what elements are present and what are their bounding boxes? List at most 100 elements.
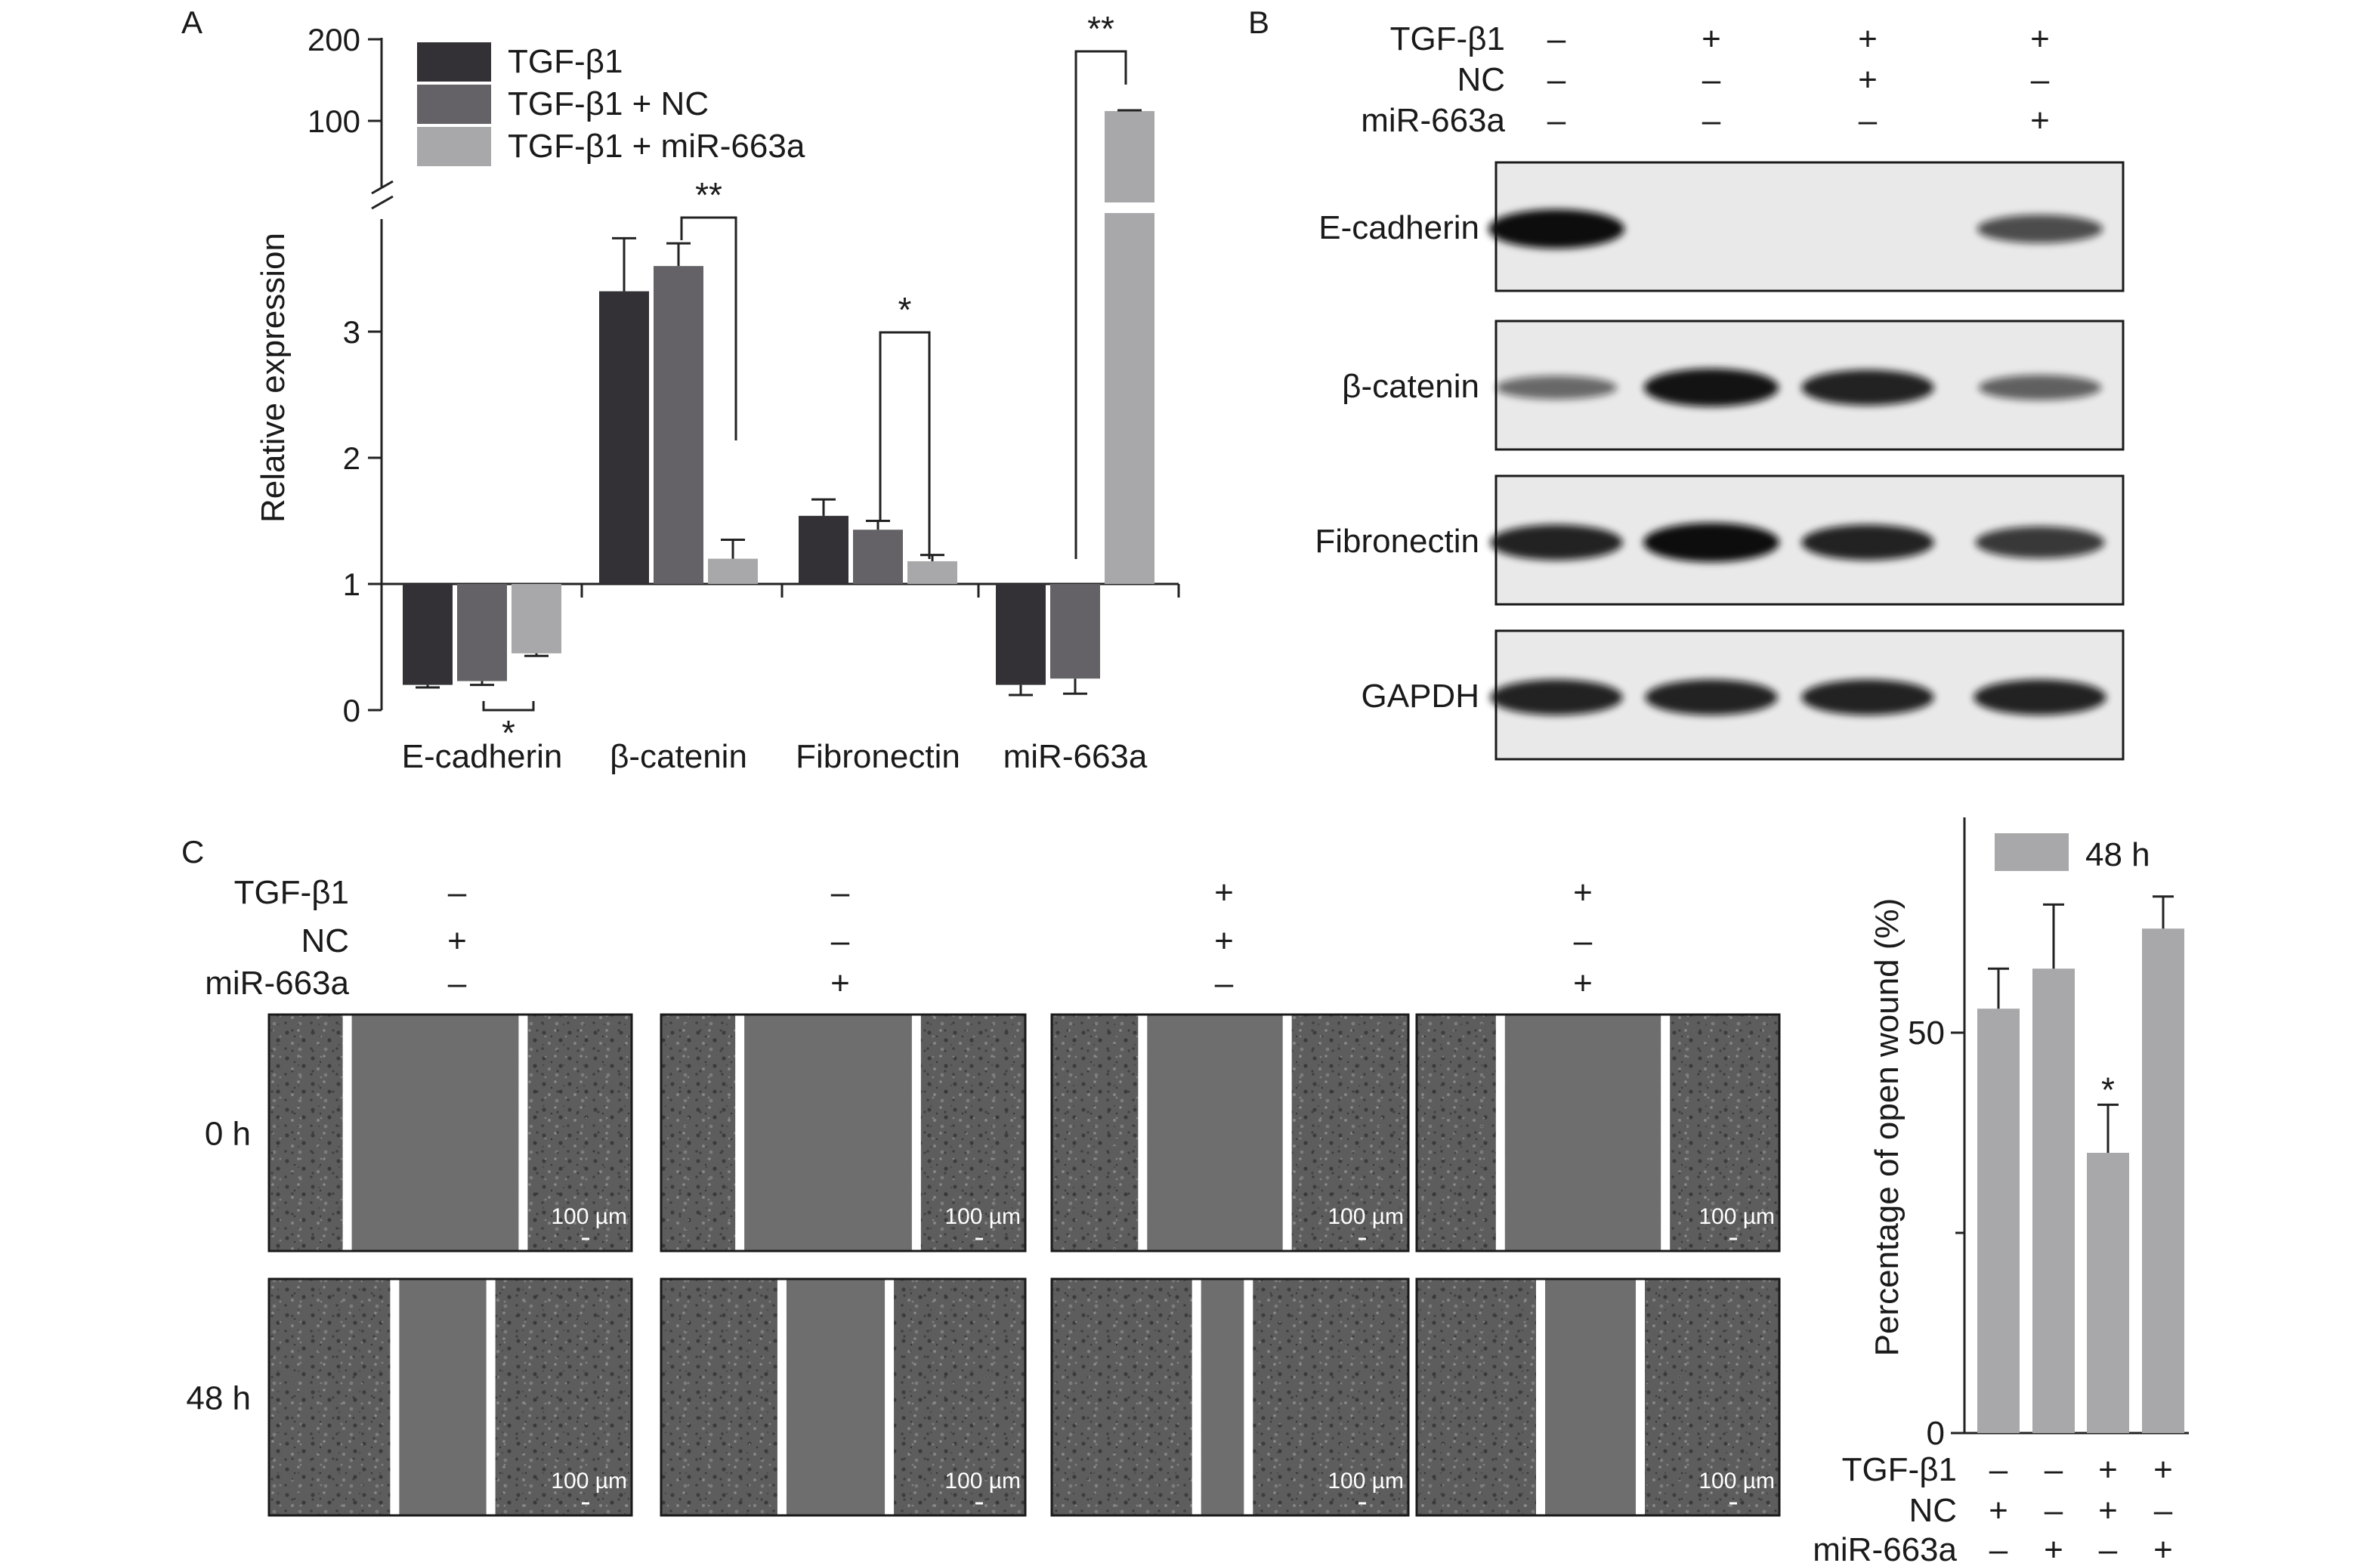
wound-condition-value: –: [448, 965, 467, 1002]
panel-a-bar-chart: 0 1 2 3 100 200 Relative expression E-cadherin β…: [255, 9, 1180, 775]
bar-condition-name: TGF-β1: [1842, 1451, 1957, 1488]
wound-condition-value: –: [1215, 965, 1234, 1002]
bar: [403, 584, 453, 685]
blot-condition-name: miR-663a: [1361, 102, 1505, 139]
wound-image-frame: [267, 1277, 633, 1517]
scale-bar-label: 100 µm: [1698, 1204, 1775, 1229]
wound-edge-line: [1192, 1279, 1201, 1515]
bar-condition-value: –: [2099, 1531, 2118, 1563]
wound-condition-value: +: [1214, 922, 1234, 959]
bar: [1050, 584, 1100, 679]
y-tick-label: 2: [343, 440, 360, 476]
scale-bar-label: 100 µm: [551, 1204, 627, 1229]
blot-condition-value: +: [1858, 20, 1878, 57]
scale-bar-label: 100 µm: [1328, 1469, 1404, 1493]
blot-protein-label: E-cadherin: [1318, 209, 1479, 246]
wound-edge-line: [1495, 1015, 1505, 1251]
wound-gap: [351, 1015, 519, 1251]
blot-band: [1490, 679, 1623, 715]
wound-edge-line: [777, 1279, 787, 1515]
wound-condition-value: +: [830, 965, 850, 1002]
bar-condition-value: +: [2044, 1531, 2063, 1563]
blot-band: [1643, 368, 1779, 407]
y-tick-label: 0: [1927, 1415, 1945, 1452]
wound-image-frame: [267, 1013, 633, 1253]
y-tick-label: 200: [308, 22, 360, 57]
bar-condition-value: +: [1989, 1492, 2008, 1529]
wound-gap: [1147, 1015, 1283, 1251]
scale-bar-label: 100 µm: [944, 1204, 1021, 1229]
wound-condition-value: –: [448, 874, 467, 911]
wound-edge-line: [911, 1015, 921, 1251]
wound-image-frame: [1050, 1277, 1410, 1517]
y-tick-label: 50: [1908, 1015, 1945, 1052]
wound-condition-name: NC: [301, 922, 349, 959]
wound-condition-value: –: [1574, 922, 1593, 959]
blot-band: [1495, 375, 1618, 400]
significance-mark: **: [695, 175, 722, 215]
blot-condition-value: +: [2030, 102, 2050, 139]
wound-gap: [786, 1279, 886, 1515]
significance-mark: *: [898, 290, 912, 329]
blot-band: [1801, 369, 1934, 406]
bar-condition-value: –: [2045, 1451, 2063, 1488]
blot-band: [1977, 215, 2103, 243]
blot-condition-name: NC: [1457, 61, 1505, 98]
x-tick-label: β-catenin: [610, 738, 747, 775]
wound-gap: [744, 1015, 912, 1251]
axis-break-mark: [371, 180, 394, 195]
legend-swatch: [417, 85, 491, 124]
wound-image-frame: [660, 1277, 1027, 1517]
bar: [1105, 111, 1154, 202]
wound-row-label: 48 h: [186, 1380, 251, 1417]
bar-condition-value: –: [1989, 1451, 2008, 1488]
bar-condition-value: +: [2098, 1451, 2118, 1488]
bar: [799, 515, 848, 584]
blot-condition-value: –: [1547, 102, 1566, 139]
y-tick-label: 0: [343, 693, 360, 728]
wound-gap: [1201, 1279, 1244, 1515]
bar-condition-value: –: [2045, 1492, 2063, 1529]
blot-band: [1490, 524, 1623, 561]
significance-mark: *: [2101, 1070, 2115, 1109]
wound-edge-line: [390, 1279, 400, 1515]
y-axis-label: Percentage of open wound (%): [1868, 898, 1906, 1357]
wound-edge-line: [1282, 1015, 1292, 1251]
blot-condition-value: –: [1702, 102, 1721, 139]
bar: [654, 266, 703, 584]
blot-band: [1801, 524, 1934, 561]
bar-condition-value: +: [2153, 1531, 2173, 1563]
wound-condition-value: +: [1573, 874, 1593, 911]
significance-bracket: [1074, 50, 1127, 559]
bar: [2087, 1153, 2129, 1433]
wound-row-label: 0 h: [205, 1116, 251, 1153]
bar-condition-value: +: [2153, 1451, 2173, 1488]
bar: [996, 584, 1046, 685]
bar-condition-value: –: [2154, 1492, 2173, 1529]
bar: [1105, 213, 1154, 584]
wound-edge-line: [1244, 1279, 1253, 1515]
wound-image-frame: [1415, 1277, 1781, 1517]
wound-edge-line: [518, 1015, 528, 1251]
blot-band: [1488, 209, 1624, 249]
scale-bar-label: 100 µm: [551, 1469, 627, 1493]
blot-condition-value: –: [1859, 102, 1878, 139]
significance-mark: *: [502, 713, 515, 752]
bar: [2142, 928, 2184, 1433]
wound-condition-value: –: [831, 922, 850, 959]
panel-label-b: B: [1248, 5, 1269, 40]
panel-c-wound-images: TGF-β1 – – + + NC + – + – miR-663a – + – +0 h 100 µm 100…: [186, 874, 1781, 1517]
x-tick-label: E-cadherin: [402, 738, 563, 775]
bar: [512, 584, 561, 653]
y-tick-label: 3: [343, 314, 360, 350]
bar: [907, 561, 957, 584]
legend-label: TGF-β1 + miR-663a: [508, 128, 805, 165]
wound-condition-value: +: [1214, 874, 1234, 911]
wound-gap: [1545, 1279, 1636, 1515]
axis-break-mark: [371, 195, 394, 210]
blot-protein-label: GAPDH: [1362, 678, 1479, 715]
blot-condition-value: –: [1702, 61, 1721, 98]
bar-condition-name: miR-663a: [1813, 1531, 1957, 1563]
